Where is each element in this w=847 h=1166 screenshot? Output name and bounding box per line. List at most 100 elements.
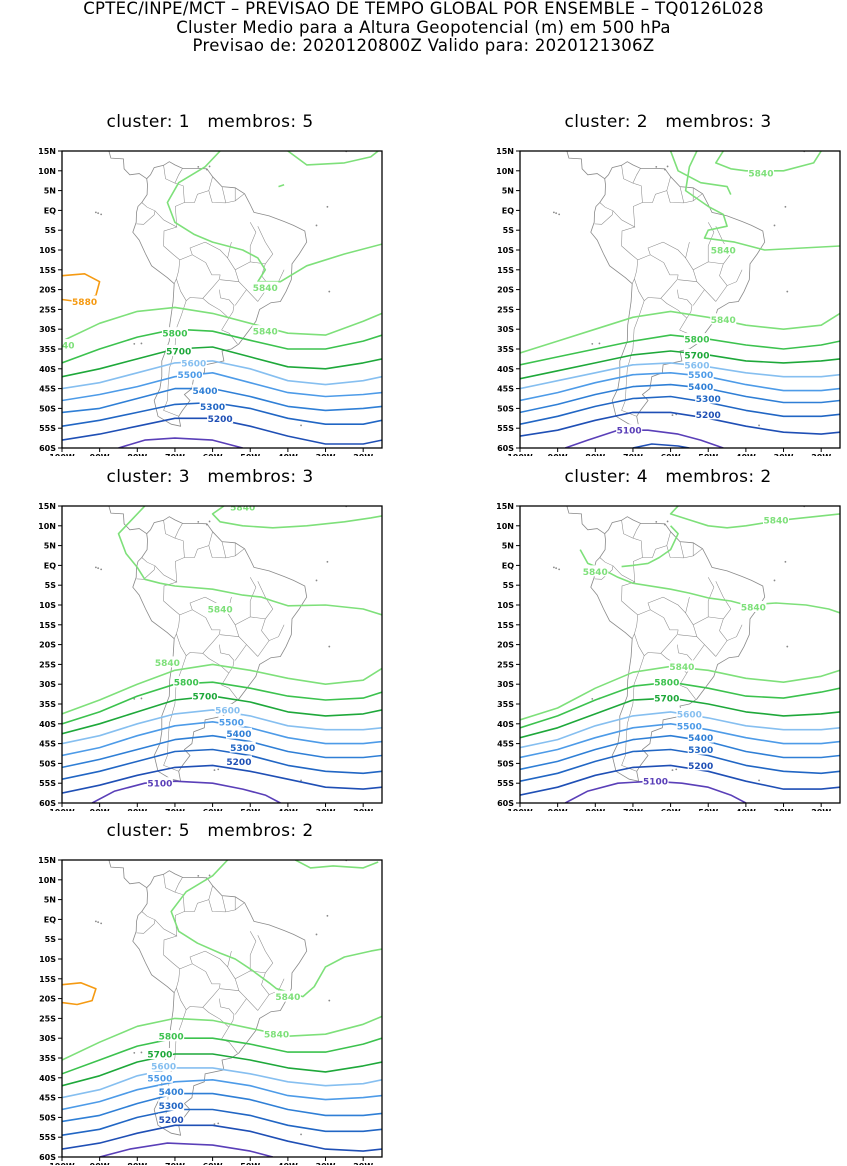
map-frame <box>61 150 383 449</box>
contour-label-bg <box>165 344 192 356</box>
lat-tick-label: 10N <box>496 167 514 176</box>
lat-tick-label: 15N <box>496 147 514 156</box>
contour-label: 5200 <box>208 415 233 425</box>
map-frame <box>519 505 841 804</box>
country-border <box>163 581 181 639</box>
island <box>100 568 103 571</box>
contour-label-bg <box>683 333 710 345</box>
contour-label-bg <box>740 600 767 612</box>
lat-tick-label: 10S <box>497 601 514 610</box>
contour-label-bg <box>154 656 181 668</box>
contour-line <box>166 151 382 283</box>
lon-tick-label: 50W <box>698 453 718 456</box>
lon-tick-label: 30W <box>316 1162 336 1165</box>
lat-tick-label: 20S <box>39 641 56 650</box>
lat-tick-label: 10N <box>38 522 56 531</box>
lon-tick-label: 60W <box>661 808 681 811</box>
contour-line <box>684 151 840 251</box>
contour-label-bg <box>710 244 737 255</box>
lon-tick-label: 40W <box>278 1162 298 1165</box>
island <box>97 567 100 570</box>
map-frame <box>519 150 841 449</box>
lon-tick-label: 20W <box>811 808 831 811</box>
contour-label-bg <box>207 412 234 424</box>
island <box>315 933 318 936</box>
coastline <box>132 161 308 427</box>
lon-tick-label: 20W <box>353 1162 373 1165</box>
lat-tick-label: 40S <box>497 365 514 374</box>
contour-line <box>62 982 97 1006</box>
country-border <box>202 644 235 674</box>
island <box>786 645 789 648</box>
country-border <box>660 289 693 319</box>
contour-line <box>62 764 382 794</box>
contour-label: 5100 <box>617 427 642 437</box>
coastline <box>566 151 605 180</box>
contour-line <box>62 1079 382 1111</box>
lat-tick-label: 25S <box>497 305 514 314</box>
island <box>591 697 594 700</box>
coastline <box>546 151 584 152</box>
lat-tick-label: 35S <box>39 700 56 709</box>
coastline <box>108 151 147 180</box>
lat-tick-label: 35S <box>39 1054 56 1063</box>
country-border <box>136 919 156 934</box>
lat-tick-label: 35S <box>39 345 56 354</box>
panel-cluster-label: cluster: 2 <box>564 112 648 132</box>
lon-tick-label: 90W <box>90 808 110 811</box>
panel-cluster-label: cluster: 5 <box>106 821 190 841</box>
contour-label-bg <box>676 719 703 731</box>
contour-label: 5100 <box>643 778 668 788</box>
lat-tick-label: EQ <box>44 206 56 215</box>
contour-map: 5840584058405800570056005500540053005200… <box>496 147 841 456</box>
contour-label-bg <box>218 715 245 727</box>
lat-tick-label: 20S <box>39 286 56 295</box>
contour-label: 5840 <box>275 993 300 1003</box>
country-border <box>632 523 641 539</box>
contour-line <box>579 549 840 614</box>
lat-tick-label: 15N <box>496 502 514 511</box>
lon-tick-label: 60W <box>203 453 223 456</box>
contour-line <box>62 328 382 364</box>
contour-label-bg <box>214 703 241 715</box>
coastline <box>566 506 605 535</box>
contour-line <box>99 1142 274 1157</box>
contour-line <box>632 443 690 448</box>
lon-tick-label: 50W <box>240 453 260 456</box>
contour-label: 5700 <box>684 351 709 361</box>
contour-label-bg <box>158 1085 185 1097</box>
lat-tick-label: 10S <box>39 955 56 964</box>
island <box>97 921 100 924</box>
header-line-1: CPTEC/INPE/MCT – PREVISAO DE TEMPO GLOBA… <box>83 0 764 18</box>
island <box>758 424 760 427</box>
lon-tick-label: 90W <box>548 453 568 456</box>
contour-label-bg <box>687 380 714 392</box>
country-border <box>202 998 235 1028</box>
panel-members-label: membros: 2 <box>665 467 772 487</box>
lat-tick-label: 20S <box>39 995 56 1004</box>
lat-tick-label: 15S <box>39 621 56 630</box>
coastline <box>546 506 584 507</box>
country-border <box>647 241 664 255</box>
contour-label: 5600 <box>151 1062 176 1072</box>
island <box>786 290 789 293</box>
lon-tick-label: 90W <box>90 1162 110 1165</box>
contour-line <box>62 360 382 390</box>
contour-label-bg <box>150 1059 177 1071</box>
lon-tick-label: 70W <box>623 808 643 811</box>
contour-label-bg <box>687 368 714 380</box>
island <box>213 1123 216 1126</box>
contour-label-bg <box>161 327 188 339</box>
island <box>671 769 674 772</box>
contour-line <box>520 395 840 425</box>
contour-label-bg <box>177 368 203 380</box>
contour-map: 5880 5840 5840 5840 5800 5700 5600 5500 5400 5300… <box>38 147 383 456</box>
contour-label: 5400 <box>159 1088 184 1098</box>
island <box>773 579 776 582</box>
contour-label: 5400 <box>226 730 251 740</box>
island <box>208 520 211 523</box>
contour-line <box>62 695 382 735</box>
lat-tick-label: 60S <box>39 444 56 453</box>
contour-label-bg <box>252 325 279 337</box>
country-border <box>189 950 206 964</box>
